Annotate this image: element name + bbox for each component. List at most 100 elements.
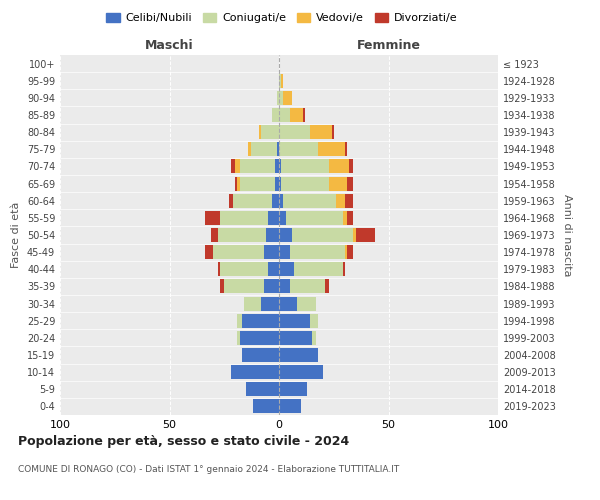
Bar <box>295 262 343 276</box>
Bar <box>347 176 353 190</box>
Bar <box>242 314 279 328</box>
Bar <box>319 142 345 156</box>
Bar <box>224 280 263 293</box>
Bar <box>238 176 239 190</box>
Bar <box>279 348 319 362</box>
Bar <box>345 194 353 207</box>
Bar <box>281 160 329 173</box>
Bar <box>239 176 275 190</box>
Bar <box>349 160 353 173</box>
Bar <box>279 160 281 173</box>
Bar <box>263 280 279 293</box>
Bar <box>268 211 279 225</box>
Bar <box>281 176 329 190</box>
Bar <box>279 296 296 310</box>
Bar <box>231 365 279 379</box>
Bar <box>218 262 220 276</box>
Bar <box>279 74 281 88</box>
Text: Femmine: Femmine <box>356 38 421 52</box>
Bar <box>266 228 279 242</box>
Legend: Celibi/Nubili, Coniugati/e, Vedovi/e, Divorziati/e: Celibi/Nubili, Coniugati/e, Vedovi/e, Di… <box>102 8 462 28</box>
Y-axis label: Fasce di età: Fasce di età <box>11 202 21 268</box>
Bar <box>279 382 307 396</box>
Bar <box>275 176 279 190</box>
Bar <box>251 142 277 156</box>
Bar <box>279 314 310 328</box>
Bar <box>238 314 242 328</box>
Bar <box>279 245 290 259</box>
Text: Maschi: Maschi <box>145 38 194 52</box>
Bar <box>220 280 224 293</box>
Bar <box>343 211 347 225</box>
Bar <box>283 194 336 207</box>
Bar <box>356 228 376 242</box>
Bar <box>211 228 218 242</box>
Bar <box>239 331 279 345</box>
Bar <box>220 262 268 276</box>
Bar <box>244 296 262 310</box>
Bar <box>229 194 233 207</box>
Bar <box>279 331 312 345</box>
Bar <box>353 228 356 242</box>
Bar <box>277 91 279 105</box>
Bar <box>329 176 347 190</box>
Bar <box>279 91 283 105</box>
Bar <box>279 228 292 242</box>
Text: COMUNE DI RONAGO (CO) - Dati ISTAT 1° gennaio 2024 - Elaborazione TUTTITALIA.IT: COMUNE DI RONAGO (CO) - Dati ISTAT 1° ge… <box>18 465 399 474</box>
Bar <box>347 245 353 259</box>
Bar <box>292 228 353 242</box>
Bar <box>279 125 310 139</box>
Bar <box>218 228 266 242</box>
Bar <box>329 160 349 173</box>
Bar <box>303 108 305 122</box>
Bar <box>268 262 279 276</box>
Bar <box>233 194 272 207</box>
Bar <box>283 91 292 105</box>
Bar <box>290 108 303 122</box>
Bar <box>235 176 238 190</box>
Bar <box>336 194 344 207</box>
Bar <box>279 262 295 276</box>
Bar <box>281 74 283 88</box>
Bar <box>259 125 262 139</box>
Bar <box>325 280 329 293</box>
Bar <box>246 382 279 396</box>
Bar <box>279 176 281 190</box>
Bar <box>220 211 268 225</box>
Bar <box>279 400 301 413</box>
Bar <box>296 296 316 310</box>
Bar <box>253 400 279 413</box>
Bar <box>238 331 239 345</box>
Bar <box>332 125 334 139</box>
Bar <box>262 125 279 139</box>
Bar <box>290 245 344 259</box>
Bar <box>279 142 319 156</box>
Bar <box>279 108 290 122</box>
Y-axis label: Anni di nascita: Anni di nascita <box>562 194 572 276</box>
Bar <box>286 211 343 225</box>
Bar <box>310 125 332 139</box>
Bar <box>248 142 251 156</box>
Bar <box>345 142 347 156</box>
Bar <box>290 280 325 293</box>
Bar <box>345 245 347 259</box>
Bar <box>272 194 279 207</box>
Bar <box>279 365 323 379</box>
Bar <box>272 108 279 122</box>
Bar <box>279 211 286 225</box>
Bar <box>239 160 275 173</box>
Bar <box>277 142 279 156</box>
Text: Popolazione per età, sesso e stato civile - 2024: Popolazione per età, sesso e stato civil… <box>18 435 349 448</box>
Bar <box>205 211 220 225</box>
Bar <box>310 314 319 328</box>
Bar <box>347 211 353 225</box>
Bar <box>242 348 279 362</box>
Bar <box>275 160 279 173</box>
Bar <box>214 245 263 259</box>
Bar <box>263 245 279 259</box>
Bar <box>205 245 214 259</box>
Bar <box>312 331 316 345</box>
Bar <box>235 160 239 173</box>
Bar <box>231 160 235 173</box>
Bar <box>279 280 290 293</box>
